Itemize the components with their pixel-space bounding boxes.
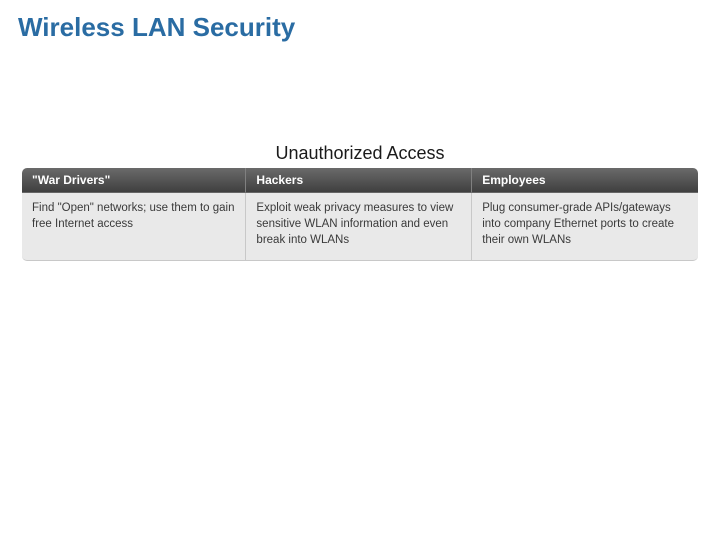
column-header: Hackers [246,168,472,193]
threat-table: "War Drivers" Hackers Employees Find "Op… [22,168,698,261]
table-cell: Find "Open" networks; use them to gain f… [22,193,246,261]
table-row: Find "Open" networks; use them to gain f… [22,193,698,261]
table-cell: Exploit weak privacy measures to view se… [246,193,472,261]
table-cell: Plug consumer-grade APIs/gateways into c… [472,193,698,261]
content-area: Unauthorized Access "War Drivers" Hacker… [0,143,720,261]
table-title: Unauthorized Access [22,143,698,164]
column-header: Employees [472,168,698,193]
table-header-row: "War Drivers" Hackers Employees [22,168,698,193]
column-header: "War Drivers" [22,168,246,193]
page-title: Wireless LAN Security [0,0,720,43]
